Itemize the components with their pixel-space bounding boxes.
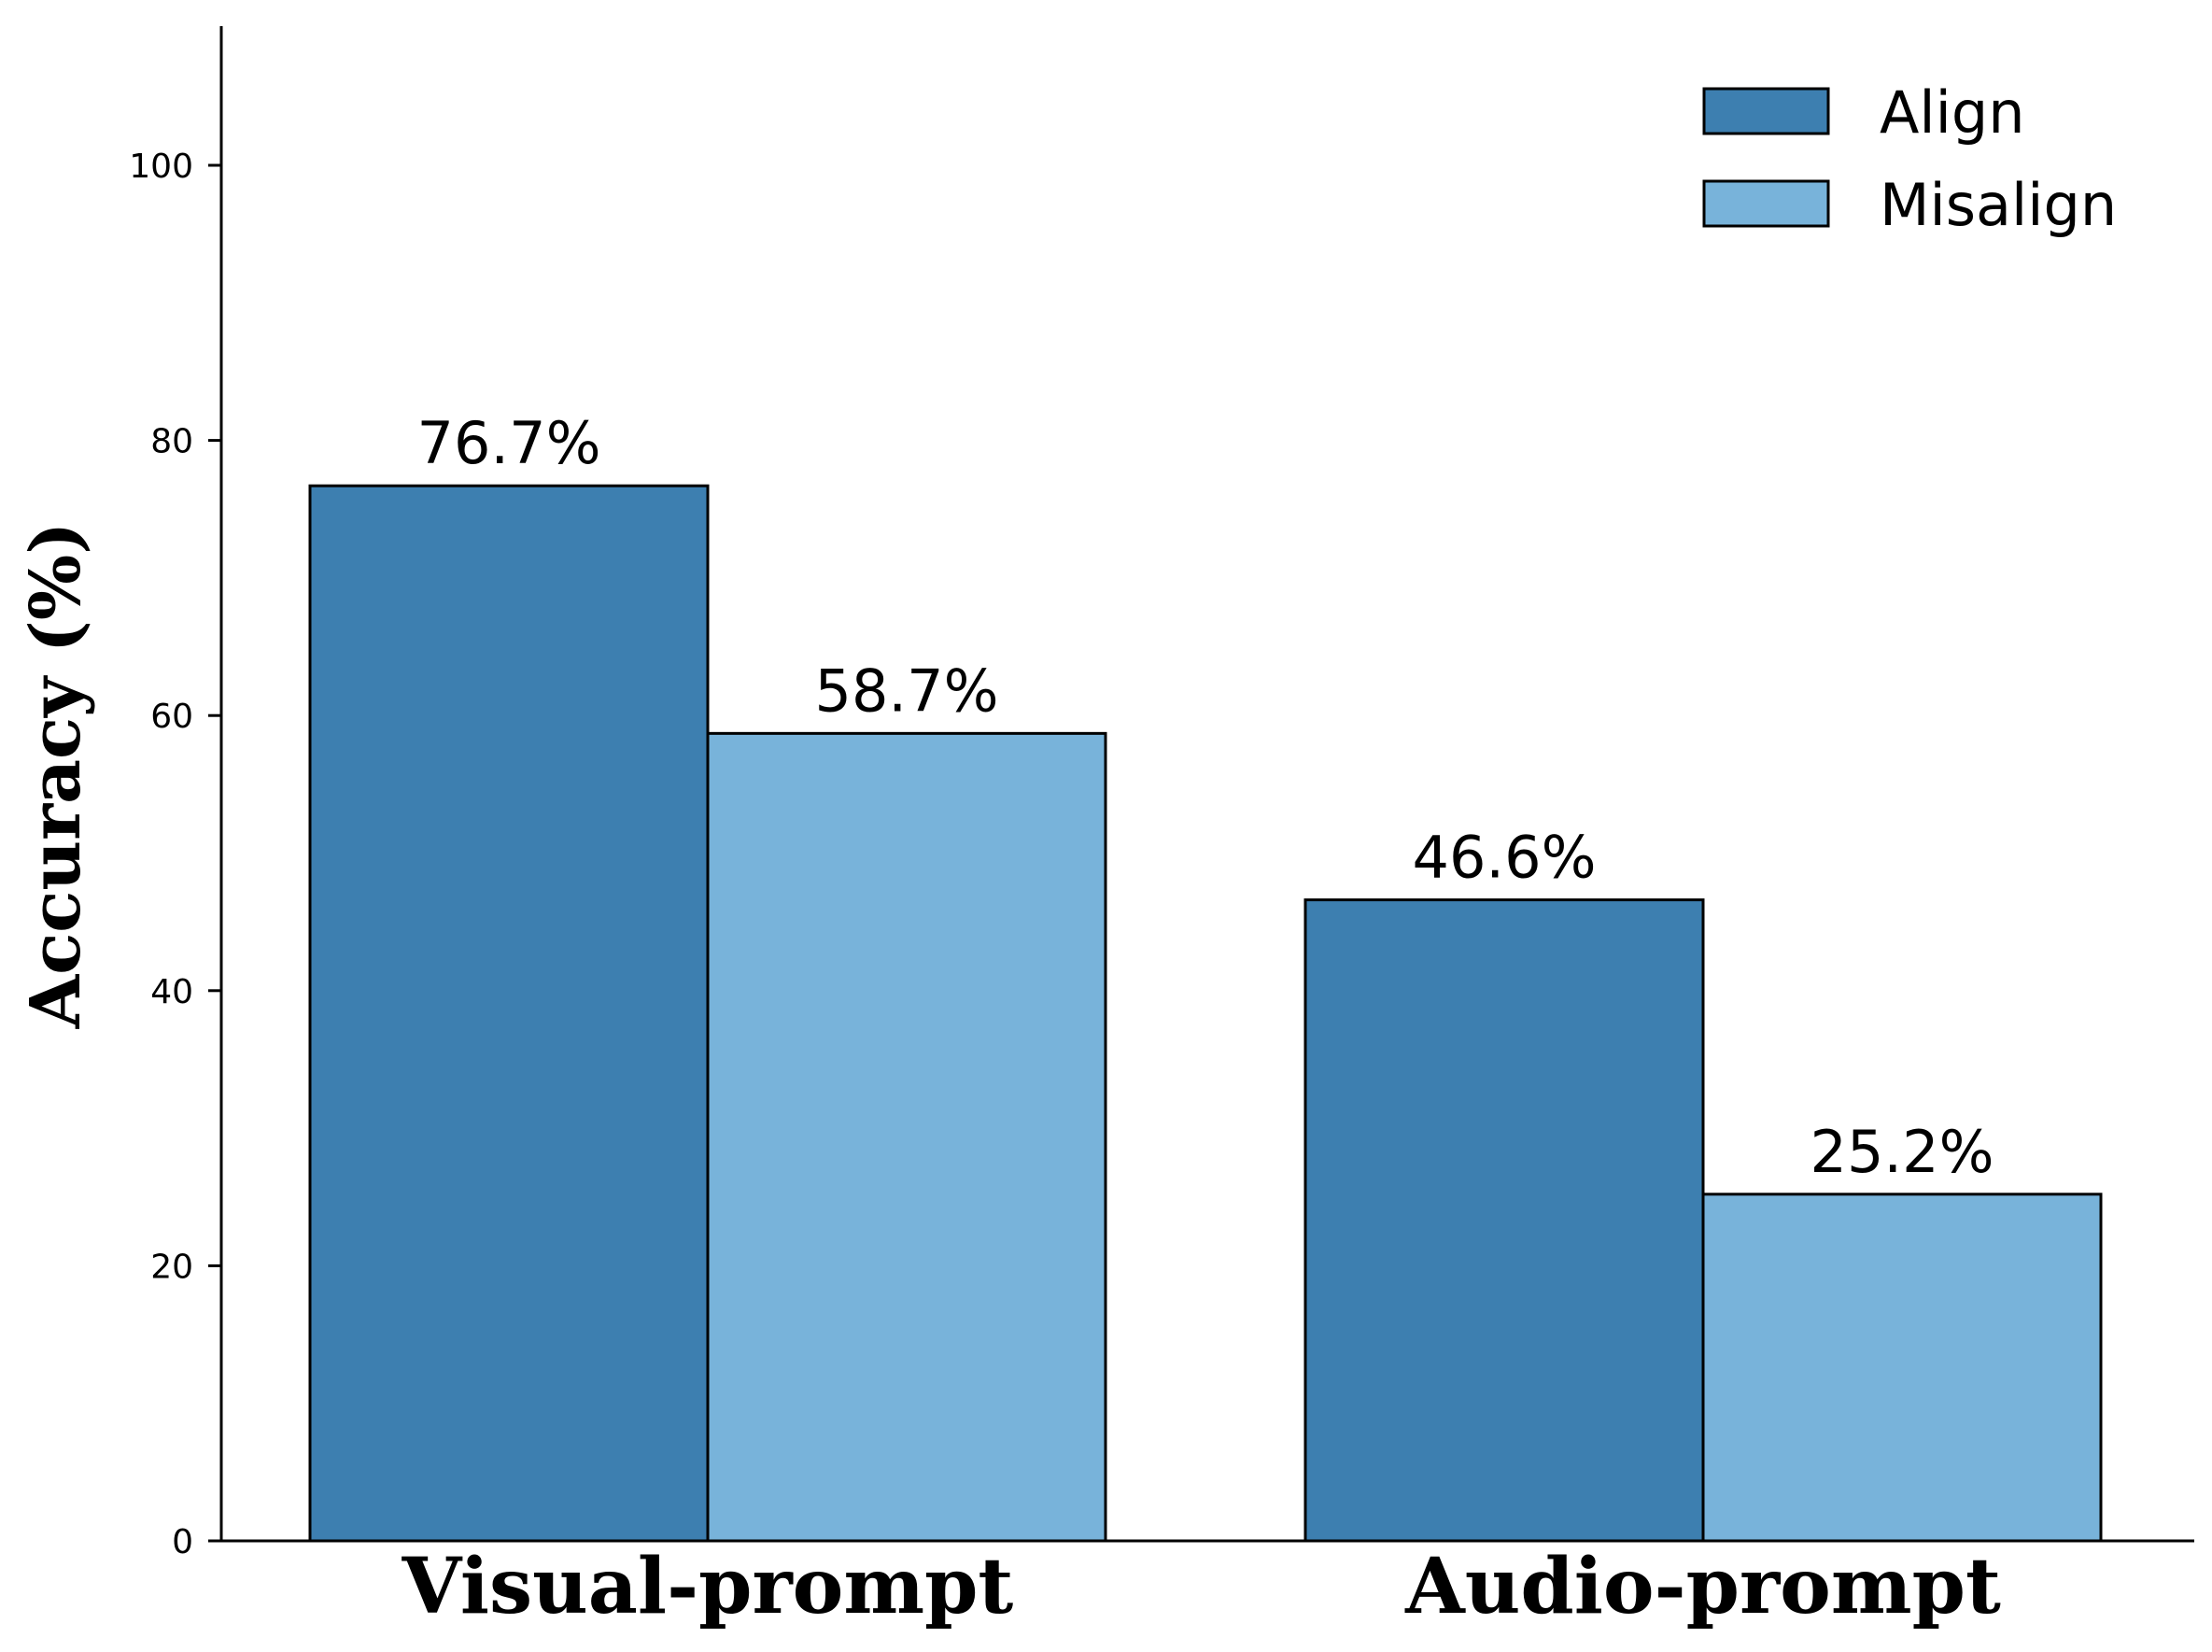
bar-align-audio-prompt bbox=[1303, 898, 1705, 1543]
x-category-label-audio-prompt: Audio-prompt bbox=[1404, 1542, 2001, 1631]
legend: Align Misalign bbox=[1702, 78, 2117, 239]
legend-label-misalign: Misalign bbox=[1880, 171, 2117, 239]
x-category-labels: Visual-prompt Audio-prompt bbox=[402, 1542, 2001, 1631]
bar-misalign-audio-prompt bbox=[1701, 1193, 2103, 1543]
legend-swatch-misalign bbox=[1702, 179, 1830, 228]
bars-layer bbox=[308, 484, 2103, 1543]
y-ticks: 0 20 40 60 80 100 bbox=[129, 148, 221, 1561]
bar-misalign-visual-prompt bbox=[706, 731, 1107, 1543]
data-label-align-visual-prompt: 76.7% bbox=[417, 409, 601, 477]
bar-align-visual-prompt bbox=[308, 484, 710, 1543]
y-tick-label-0: 0 bbox=[172, 1523, 193, 1561]
y-tick-label-20: 20 bbox=[150, 1248, 193, 1286]
x-category-label-visual-prompt: Visual-prompt bbox=[402, 1542, 1014, 1631]
y-tick-label-40: 40 bbox=[150, 973, 193, 1011]
data-label-misalign-visual-prompt: 58.7% bbox=[815, 657, 999, 725]
y-axis-title: Accuracy (%) bbox=[16, 522, 96, 1029]
legend-swatch-align bbox=[1702, 87, 1830, 135]
legend-label-align: Align bbox=[1880, 78, 2025, 147]
y-tick-label-100: 100 bbox=[129, 148, 193, 186]
y-tick-label-80: 80 bbox=[150, 423, 193, 461]
data-labels-layer: 76.7% 46.6% 58.7% 25.2% bbox=[417, 409, 1994, 1186]
data-label-misalign-audio-prompt: 25.2% bbox=[1810, 1118, 1994, 1186]
data-label-align-audio-prompt: 46.6% bbox=[1413, 824, 1597, 892]
y-tick-label-60: 60 bbox=[150, 698, 193, 736]
